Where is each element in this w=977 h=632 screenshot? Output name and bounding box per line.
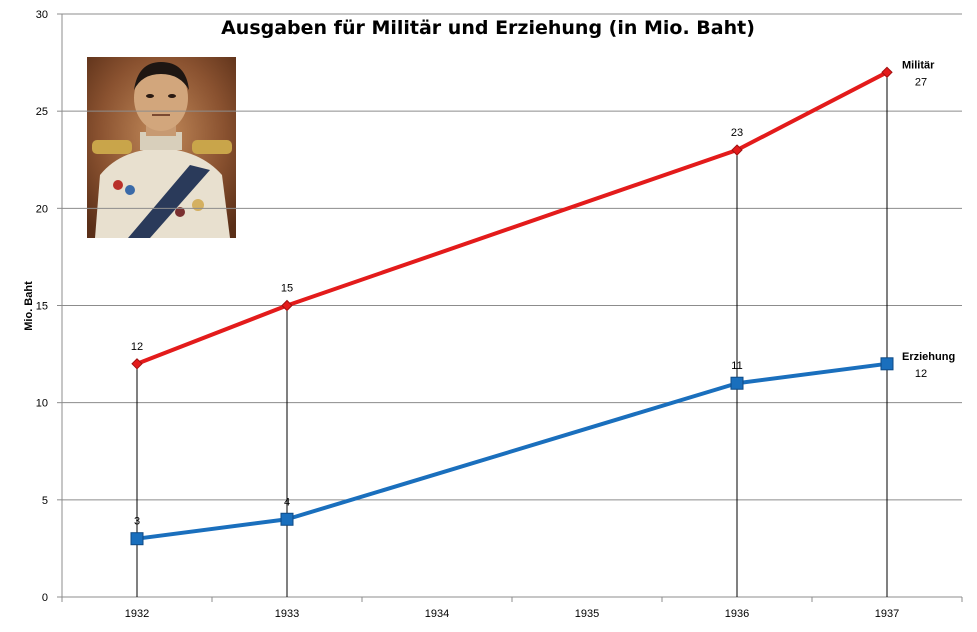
portrait-photo xyxy=(87,57,236,238)
data-point xyxy=(280,512,294,526)
y-tick-label: 15 xyxy=(36,301,48,313)
data-label: 12 xyxy=(915,368,927,380)
data-label: 27 xyxy=(915,76,927,88)
data-label: 3 xyxy=(134,516,140,528)
data-label: 11 xyxy=(731,360,742,372)
data-label: 12 xyxy=(131,341,143,353)
series-line-Militär xyxy=(136,70,888,366)
data-point xyxy=(881,66,893,79)
x-tick-label: 1936 xyxy=(725,608,749,620)
data-label: 4 xyxy=(284,496,290,508)
y-axis-label: Mio. Baht xyxy=(23,281,35,331)
series-name-label: Erziehung xyxy=(902,351,955,363)
x-tick-label: 1934 xyxy=(425,608,449,620)
x-tick-label: 1937 xyxy=(875,608,899,620)
chart-title: Ausgaben für Militär und Erziehung (in M… xyxy=(221,17,755,39)
data-point xyxy=(730,376,744,390)
data-point xyxy=(130,532,144,546)
series-name-label: Militär xyxy=(902,59,935,71)
y-tick-label: 5 xyxy=(42,495,48,507)
x-tick-label: 1935 xyxy=(575,608,599,620)
y-tick-label: 30 xyxy=(36,9,48,21)
y-tick-label: 0 xyxy=(42,592,48,604)
series-line-Erziehung xyxy=(136,361,888,541)
y-tick-label: 20 xyxy=(36,203,48,215)
data-label: 15 xyxy=(281,283,293,295)
data-point xyxy=(281,299,293,312)
x-tick-label: 1933 xyxy=(275,608,299,620)
data-point xyxy=(731,144,743,156)
data-point xyxy=(131,358,143,370)
y-tick-label: 25 xyxy=(36,106,48,118)
data-label: 23 xyxy=(731,127,743,139)
y-tick-label: 10 xyxy=(36,398,48,410)
data-point xyxy=(880,357,894,371)
x-tick-label: 1932 xyxy=(125,608,149,620)
